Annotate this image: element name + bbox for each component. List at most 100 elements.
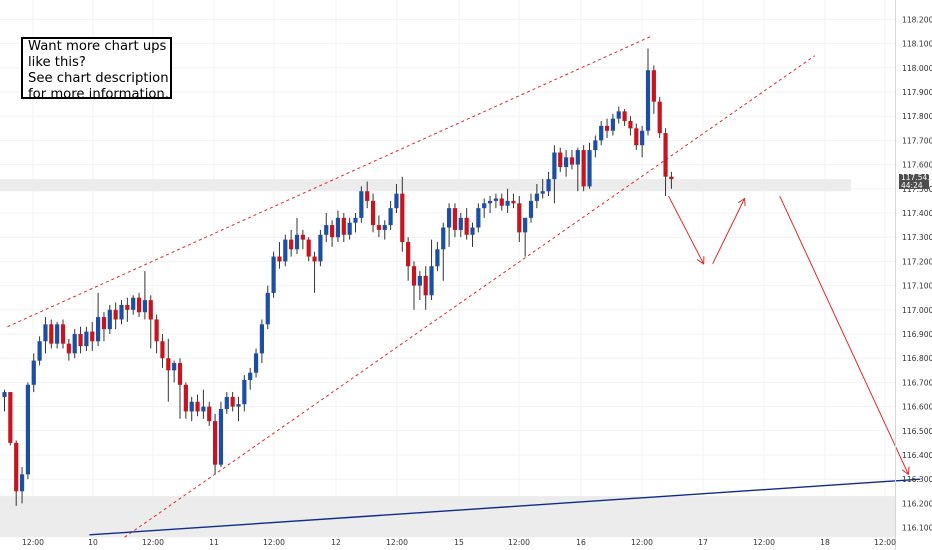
- candle-down: [66, 343, 71, 354]
- candle-up: [640, 130, 645, 146]
- candle-down: [400, 193, 405, 243]
- candle-up: [335, 217, 341, 238]
- candle-up: [84, 331, 89, 347]
- candle-down: [663, 133, 668, 177]
- price-tick-label: 117.000: [902, 306, 932, 315]
- candle-up: [575, 150, 580, 165]
- candle-down: [49, 324, 54, 344]
- price-tick-label: 116.900: [902, 330, 932, 339]
- candle-up: [587, 150, 592, 187]
- candle-down: [90, 331, 95, 342]
- time-tick-label: 12:00: [508, 538, 530, 547]
- candle-down: [365, 191, 370, 201]
- candle-up: [294, 234, 300, 250]
- candle-down: [452, 208, 458, 230]
- price-tick-label: 117.600: [902, 161, 932, 170]
- candle-up: [616, 111, 621, 119]
- support-zone: [0, 496, 895, 538]
- candle-up: [540, 191, 545, 194]
- candle-down: [669, 176, 674, 180]
- note-line-1: Want more chart ups: [28, 39, 167, 54]
- price-tick-label: 116.200: [902, 499, 932, 508]
- candle-up: [201, 406, 206, 412]
- candle-up: [2, 392, 7, 397]
- candle-up: [564, 157, 569, 168]
- time-tick-label: 18: [820, 538, 830, 547]
- candle-down: [330, 225, 335, 238]
- candle-down: [213, 421, 218, 465]
- price-tick-label: 117.400: [902, 209, 932, 218]
- candle-up: [359, 191, 364, 218]
- candle-down: [277, 256, 282, 262]
- candle-down: [657, 101, 662, 134]
- price-tick-label: 116.100: [902, 524, 932, 533]
- candle-up: [271, 256, 276, 293]
- candle-up: [435, 249, 440, 267]
- candle-up: [487, 200, 493, 204]
- candle-down: [195, 401, 200, 412]
- candle-down: [166, 358, 171, 371]
- price-tick-label: 116.800: [902, 354, 932, 363]
- candle-up: [218, 409, 224, 465]
- projection-path: [668, 195, 909, 474]
- candle-down: [14, 442, 19, 492]
- candle-up: [458, 217, 463, 230]
- candle-up: [37, 341, 42, 361]
- price-tick-label: 118.200: [902, 15, 932, 24]
- candle-down: [376, 225, 381, 230]
- candle-down: [341, 217, 346, 235]
- candle-up: [552, 152, 557, 180]
- note-line-3: See chart description: [28, 71, 169, 86]
- candle-down: [78, 334, 83, 347]
- candle-down: [113, 309, 118, 320]
- candle-up: [353, 217, 358, 223]
- candle-down: [499, 198, 504, 206]
- price-axis[interactable]: 118.200 118.100 118.000 117.900 117.800 117.7…: [902, 15, 932, 532]
- candle-up: [19, 474, 25, 492]
- candle-up: [236, 404, 241, 407]
- time-axis[interactable]: 12:00 10 12:00 11 12:00 12 12:00 15 12:00 16 12:00…: [22, 538, 896, 547]
- projection-leg-2: [712, 198, 745, 265]
- candle-down: [411, 266, 417, 286]
- candle-up: [534, 193, 539, 201]
- candle-down: [177, 363, 183, 385]
- candle-up: [107, 309, 112, 330]
- candle-up: [645, 70, 651, 131]
- candle-down: [569, 157, 575, 165]
- candle-down: [60, 324, 66, 344]
- price-tick-label: 117.100: [902, 282, 932, 291]
- price-tick-label: 117.700: [902, 136, 932, 145]
- price-tick-label: 116.500: [902, 427, 932, 436]
- candle-down: [517, 203, 522, 233]
- last-price-value: 117.541: [901, 173, 932, 182]
- time-tick-label: 10: [88, 538, 98, 547]
- candle-up: [523, 217, 528, 233]
- channel-upper-line: [7, 35, 652, 328]
- note-line-2: like this?: [28, 55, 86, 70]
- last-price-label: 117.541 44:24: [899, 173, 932, 189]
- channel-lines: [7, 35, 921, 538]
- candle-up: [429, 266, 434, 296]
- candle-up: [189, 401, 194, 412]
- candle-down: [148, 300, 153, 320]
- candle-down: [558, 152, 563, 168]
- price-tick-label: 116.600: [902, 403, 932, 412]
- candle-down: [622, 111, 627, 122]
- candle-up: [31, 360, 36, 385]
- candle-down: [8, 392, 13, 443]
- candle-down: [101, 317, 107, 330]
- time-tick-label: 15: [454, 538, 464, 547]
- time-tick-label: 12:00: [22, 538, 44, 547]
- candle-up: [394, 193, 399, 209]
- time-tick-label: 12:00: [263, 538, 285, 547]
- price-tick-label: 118.000: [902, 64, 932, 73]
- candle-up: [593, 140, 598, 151]
- note-line-4: for more information.: [28, 87, 169, 102]
- candle-up: [25, 384, 30, 475]
- candle-up: [172, 363, 177, 371]
- candle-down: [183, 384, 188, 412]
- candle-down: [464, 217, 469, 235]
- candle-up: [546, 179, 551, 192]
- candle-up: [265, 292, 270, 325]
